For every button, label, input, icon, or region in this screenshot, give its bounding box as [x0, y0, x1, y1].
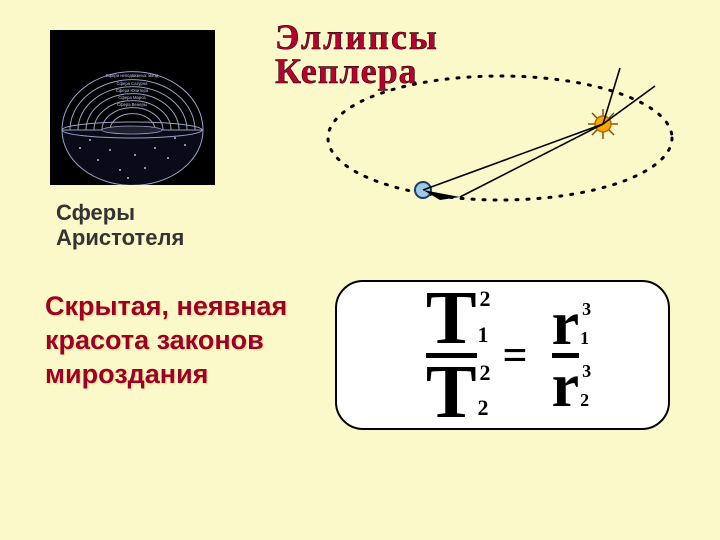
- svg-text:Сфера неподвижных звезд: Сфера неподвижных звезд: [106, 73, 159, 78]
- svg-text:Сфера Марса: Сфера Марса: [118, 95, 146, 100]
- text: мироздания: [45, 359, 208, 389]
- aristotle-spheres-image: Сфера неподвижных звезд Сфера Сатурна Сф…: [50, 30, 215, 185]
- fraction-r: r 3 1 r 3 2: [552, 298, 580, 412]
- var-T2: Т: [426, 350, 477, 434]
- text: Скрытая, неявная: [45, 291, 287, 321]
- var-T1: Т: [426, 276, 477, 360]
- fraction-T: Т 2 1 Т 2 2: [426, 286, 477, 424]
- text: красота законов: [45, 325, 264, 355]
- var-r2: r: [552, 352, 580, 420]
- text: Сферы: [56, 200, 135, 225]
- equals-sign: =: [503, 330, 528, 381]
- svg-text:Сфера Сатурна: Сфера Сатурна: [117, 81, 149, 86]
- slide: Сфера неподвижных звезд Сфера Сатурна Сф…: [0, 0, 720, 540]
- aristotle-label: Сферы Аристотеля: [56, 200, 184, 251]
- text: Аристотеля: [56, 225, 184, 250]
- kepler-third-law-formula: Т 2 1 Т 2 2 = r 3 1 r 3 2: [335, 280, 670, 430]
- var-r1: r: [552, 290, 580, 358]
- svg-text:Сфера Юпитера: Сфера Юпитера: [116, 88, 149, 93]
- kepler-ellipse-diagram: [305, 50, 695, 210]
- subtitle-text: Скрытая, неявная красота законов мирозда…: [45, 290, 287, 391]
- svg-text:Сфера Венеры: Сфера Венеры: [117, 102, 147, 107]
